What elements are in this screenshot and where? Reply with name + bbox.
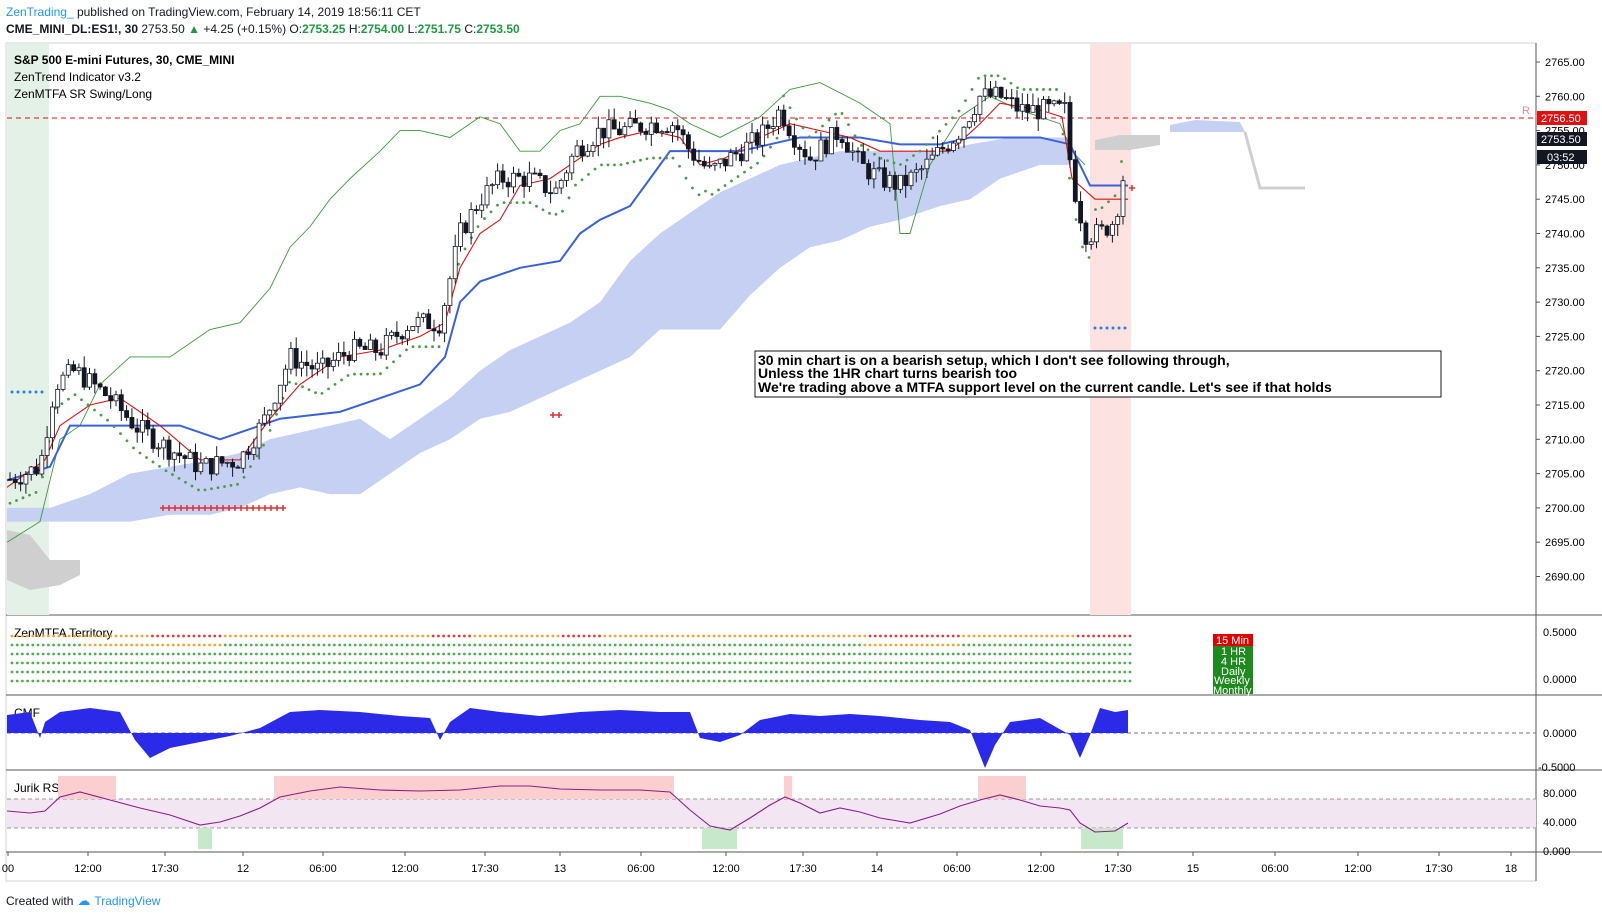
territory-title[interactable]: ZenMTFA Territory [14,626,112,640]
territory-dots [10,634,1132,683]
annotation-line-1: 30 min chart is on a bearish setup, whic… [758,352,1230,368]
author-link[interactable]: ZenTrading_ [6,5,74,19]
tradingview-logo-icon: ☁ [77,893,91,908]
territory-axis-top: 0.5000 [1543,627,1577,639]
rsx-axis-80: 80.000 [1543,788,1577,800]
price-axis[interactable]: 2765.002760.002755.002750.002745.002740.… [1536,57,1585,584]
support-dots [10,326,1127,394]
indicator-zenmtfa[interactable]: ZenMTFA SR Swing/Long [14,87,152,101]
price-axis-label: 2730.00 [1545,297,1585,309]
price-axis-label: 2740.00 [1545,229,1585,241]
price-axis-label: 2690.00 [1545,572,1585,584]
time-axis-label: 17:30 [151,863,179,875]
red-cross-markers [160,185,1135,511]
time-axis-label: 12:00 [74,863,102,875]
low-value: 2751.75 [417,22,461,36]
time-axis-label: 18 [1505,863,1517,875]
time-axis-label: 00 [2,863,14,875]
close-value: 2753.50 [476,22,520,36]
price-tags: 2756.50 2753.50 03:52 [1537,111,1587,164]
price-axis-label: 2760.00 [1545,91,1585,103]
red-zone [1090,44,1131,615]
time-axis-label: 12:00 [712,863,740,875]
time-axis-label: 12:00 [1344,863,1372,875]
timer-tag: 03:52 [1547,152,1575,164]
high-label: H: [348,22,361,36]
rsx-zones [58,776,1123,849]
time-axis-label: 06:00 [1261,863,1289,875]
resistance-tag: 2756.50 [1541,113,1581,125]
rsx-line [6,785,1129,833]
cmf-area [7,708,1128,768]
time-axis-label: 06:00 [943,863,971,875]
symbol-line: CME_MINI_DL:ES1!, 30 2753.50 ▲ +4.25 (+0… [6,22,520,36]
indicator-zentrend[interactable]: ZenTrend Indicator v3.2 [14,70,141,84]
tradingview-link[interactable]: TradingView [94,894,161,908]
time-axis-label: 15 [1187,863,1199,875]
annotation-box[interactable]: 30 min chart is on a bearish setup, whic… [754,350,1442,398]
time-axis-label: 12:00 [391,863,419,875]
legend-15min: 15 Min [1216,635,1249,647]
price-axis-label: 2745.00 [1545,194,1585,206]
cmf-axis-zero: 0.0000 [1543,728,1577,740]
price-tag: 2753.50 [1541,134,1581,146]
chikou-line [6,82,1086,543]
r-label: R [1522,105,1530,117]
created-text: Created with [6,894,74,908]
territory-axis-bottom: 0.0000 [1543,674,1577,686]
time-axis-label: 12:00 [1027,863,1055,875]
price-axis-label: 2695.00 [1545,537,1585,549]
close-label: C: [464,22,477,36]
high-value: 2754.00 [360,22,405,36]
footer: Created with ☁ TradingView [6,893,160,909]
publish-info: ZenTrading_ published on TradingView.com… [6,5,421,19]
price-axis-label: 2700.00 [1545,503,1585,515]
price-axis-label: 2710.00 [1545,434,1585,446]
time-axis-label: 06:00 [627,863,655,875]
rsx-axis-40: 40.000 [1543,817,1577,829]
rsx-title[interactable]: Jurik RSX [14,781,67,795]
time-axis[interactable]: 00 12:00 17:30 12 06:00 12:00 17:30 13 06:00 12:0… [2,852,1517,875]
ichimoku-cloud [7,120,1305,590]
low-label: L: [407,22,418,36]
legend-weekly: Weekly [1214,675,1250,687]
open-label: O: [289,22,303,36]
price-axis-label: 2720.00 [1545,366,1585,378]
legend-monthly: Monthly [1213,685,1252,697]
legend-4hr: 4 HR [1221,656,1246,668]
annotation-line-2: Unless the 1HR chart turns bearish too [758,365,1017,381]
symbol-label[interactable]: CME_MINI_DL:ES1!, 30 [6,22,139,36]
price-axis-label: 2705.00 [1545,469,1585,481]
time-axis-label: 17:30 [471,863,499,875]
legend-1hr: 1 HR [1221,646,1246,658]
price-axis-label: 2725.00 [1545,331,1585,343]
cmf-axis-neg: -0.5000 [1538,762,1575,774]
annotation-line-3: We're trading above a MTFA support level… [758,379,1332,395]
main-pane-title: S&P 500 E-mini Futures, 30, CME_MINI [14,53,235,67]
time-axis-label: 17:30 [1104,863,1132,875]
price-axis-label: 2765.00 [1545,57,1585,69]
last-price: 2753.50 [141,22,185,36]
time-axis-label: 12 [237,863,249,875]
time-axis-label: 17:30 [789,863,817,875]
publish-text: published on TradingView.com, February 1… [76,5,421,19]
time-axis-label: 13 [554,863,566,875]
price-axis-label: 2735.00 [1545,263,1585,275]
time-axis-label: 06:00 [309,863,337,875]
legend-daily: Daily [1221,666,1246,678]
up-arrow-icon: ▲ [188,22,200,36]
rsx-band [7,799,1536,828]
time-axis-label: 17:30 [1425,863,1453,875]
candlesticks[interactable] [7,77,1126,494]
price-change: +4.25 (+0.15%) [203,22,287,36]
price-axis-label: 2715.00 [1545,400,1585,412]
trend-dots [8,74,1123,505]
time-axis-label: 14 [871,863,883,875]
territory-legend: 15 Min 1 HR 4 HR Daily Weekly Monthly [1213,634,1253,697]
rsx-axis-0: 0.000 [1543,846,1571,858]
open-value: 2753.25 [302,22,346,36]
